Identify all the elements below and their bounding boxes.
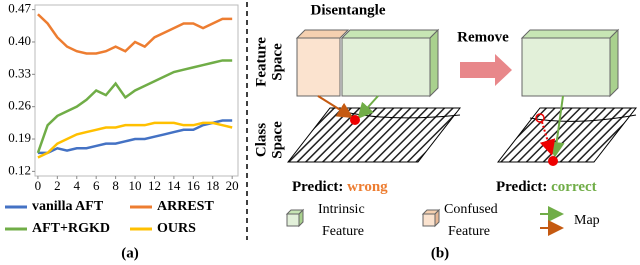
x-tick-label: 2 [54, 178, 61, 193]
y-tick-label: 0.26 [8, 98, 31, 113]
legend-label: Intrinsic [318, 202, 365, 217]
series-line [37, 121, 233, 159]
map-arrow [357, 95, 379, 119]
caption-a: (a) [121, 245, 139, 261]
boundary [529, 114, 637, 122]
legend-label: ARREST [157, 199, 214, 214]
intrinsic-box [520, 28, 620, 98]
caption-b: (b) [431, 245, 449, 261]
boundary [344, 111, 461, 119]
plot-frame [34, 4, 239, 177]
legend-label: AFT+RGKD [32, 221, 110, 236]
predict-label: Predict: correct [496, 179, 597, 195]
legend-label: OURS [157, 221, 196, 236]
series-line [36, 59, 233, 154]
class-space-plane [496, 107, 638, 163]
feature-space-label: Space [269, 43, 285, 81]
intrinsic-box [340, 28, 440, 98]
y-tick-label: 0.40 [8, 33, 31, 48]
confused-box [295, 29, 350, 97]
x-tick-label: 14 [167, 178, 181, 193]
x-tick-label: 6 [93, 178, 100, 193]
class-space-label: Space [269, 121, 285, 159]
prediction-point [350, 115, 360, 125]
x-tick-label: 12 [148, 178, 161, 193]
old-point [535, 113, 545, 123]
prediction-point [548, 156, 558, 166]
predict-label: Predict: wrong [292, 179, 388, 195]
legend-label: Feature [448, 224, 490, 239]
x-tick-label: 20 [226, 178, 239, 193]
feature-space-label: Feature [253, 37, 269, 87]
legend-cube [285, 208, 305, 228]
x-tick-label: 18 [206, 178, 219, 193]
legend-label: Map [574, 213, 600, 228]
x-tick-label: 10 [129, 178, 142, 193]
class-space-label: Class [253, 123, 269, 157]
y-tick-label: 0.19 [8, 130, 31, 145]
remove-arrow [460, 54, 512, 86]
x-tick-label: 16 [187, 178, 201, 193]
y-tick-label: 0.33 [8, 65, 31, 80]
y-tick-label: 0.47 [8, 1, 31, 16]
map-arrow [548, 95, 565, 158]
x-tick-label: 4 [74, 178, 81, 193]
map-arrow [317, 95, 354, 119]
legend-label: Feature [322, 224, 364, 239]
series-line [37, 119, 233, 155]
line-chart: 0.12 0.19 0.26 0.33 0.40 0.47 0 2 4 6 8 10 12 14 16 18 2… [5, 1, 239, 236]
x-tick-label: 0 [35, 178, 42, 193]
class-space-plane [286, 107, 462, 163]
x-tick-label: 8 [112, 178, 119, 193]
legend-cube [421, 208, 441, 228]
diagram: Disentangle Feature Space Class Space Pr… [253, 2, 638, 261]
remove-label: Remove [457, 29, 509, 45]
legend-label: vanilla AFT [32, 199, 104, 214]
disentangle-label: Disentangle [311, 2, 386, 18]
shift-arrow [539, 121, 556, 156]
legend-label: Confused [444, 202, 498, 217]
y-tick-label: 0.12 [8, 162, 31, 177]
series-line [37, 13, 233, 55]
